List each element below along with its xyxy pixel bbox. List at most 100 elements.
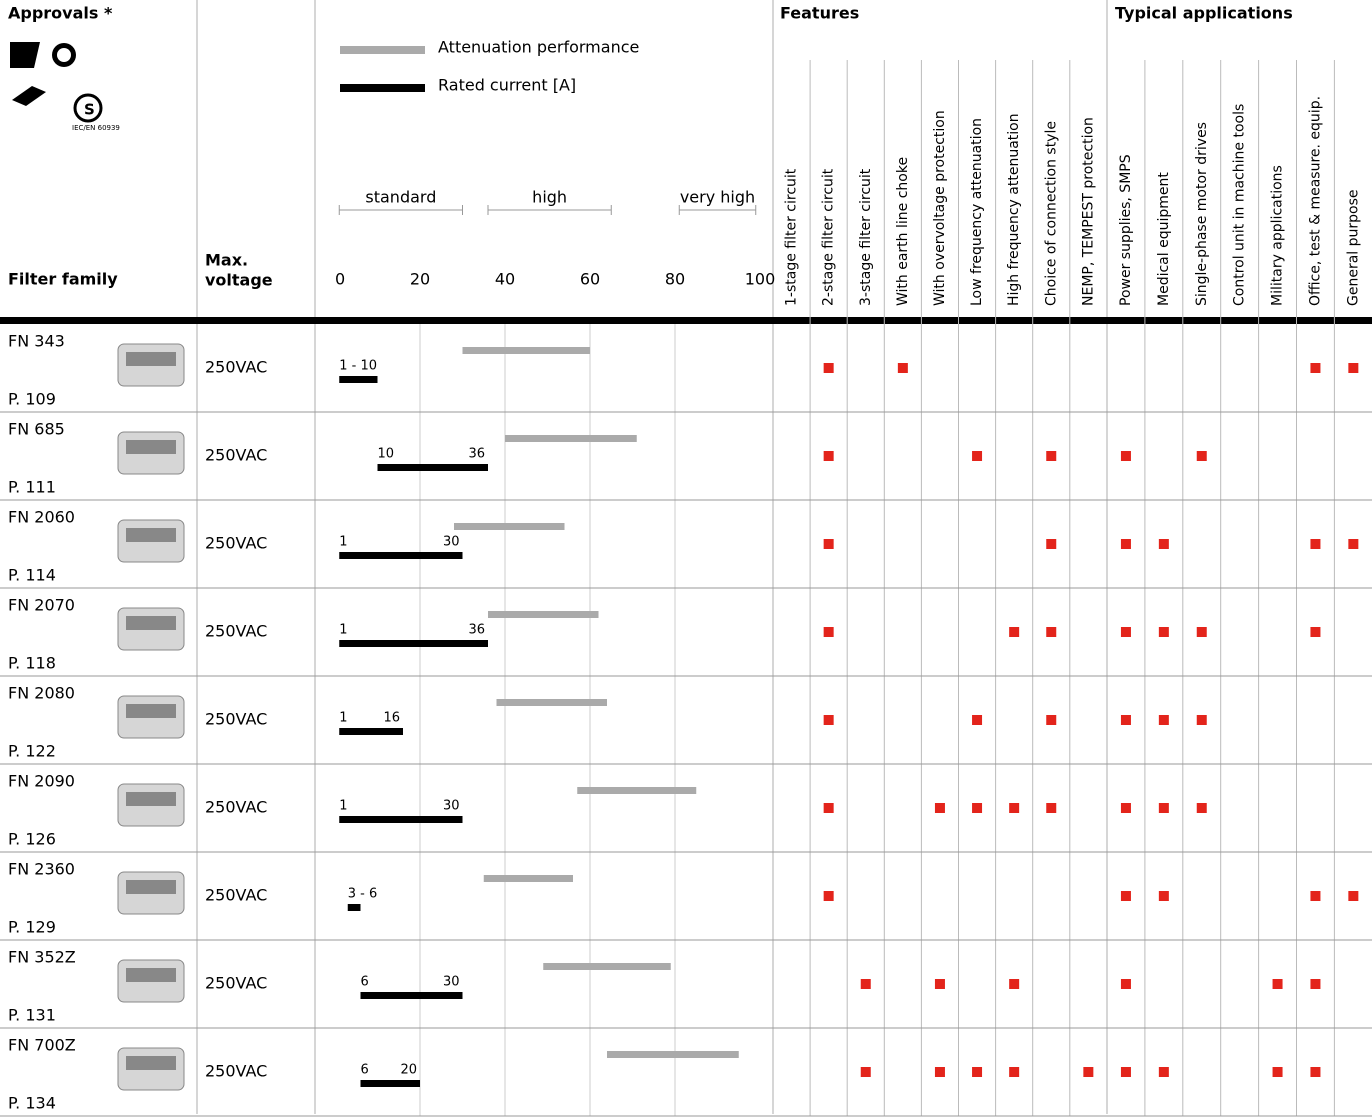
feature-mark [972, 1067, 983, 1077]
product-photo [126, 528, 176, 542]
column-header: High frequency attenuation [1006, 113, 1022, 306]
feature-mark [897, 363, 908, 373]
current-label: 20 [400, 1063, 417, 1078]
feature-mark [1272, 979, 1283, 989]
column-header: NEMP, TEMPEST protection [1080, 117, 1096, 306]
feature-mark [1120, 539, 1131, 549]
feature-mark [823, 891, 834, 901]
current-bar [360, 1080, 420, 1087]
feature-mark [1348, 891, 1359, 901]
current-label: 30 [443, 535, 460, 550]
filter-name: FN 2060 [8, 508, 75, 527]
page-ref: P. 114 [8, 566, 56, 585]
attenuation-bar [607, 1051, 739, 1058]
feature-mark [1009, 1067, 1020, 1077]
feature-mark [1046, 627, 1057, 637]
column-header: Choice of connection style [1043, 121, 1059, 306]
voltage: 250VAC [205, 534, 267, 553]
current-label: 30 [443, 799, 460, 814]
band-label: standard [365, 188, 436, 207]
legend-swatch [340, 84, 425, 92]
feature-mark [823, 539, 834, 549]
current-label: 1 [339, 623, 347, 638]
feature-mark [1310, 627, 1321, 637]
max-voltage-header: Max. [205, 251, 248, 270]
feature-mark [1158, 715, 1169, 725]
x-tick-label: 40 [495, 270, 515, 289]
band-label: high [532, 188, 567, 207]
current-bar [347, 904, 361, 911]
feature-mark [1158, 627, 1169, 637]
applications-header: Typical applications [1115, 4, 1293, 23]
current-label: 30 [443, 975, 460, 990]
page-ref: P. 122 [8, 742, 56, 761]
feature-mark [1158, 1067, 1169, 1077]
feature-mark [934, 1067, 945, 1077]
features-header: Features [780, 4, 859, 23]
current-bar [360, 992, 463, 999]
approval-icons: S [10, 42, 103, 123]
feature-mark [1158, 539, 1169, 549]
feature-mark [1046, 715, 1057, 725]
column-header: Medical equipment [1156, 172, 1172, 306]
current-bar [339, 816, 463, 823]
filter-name: FN 700Z [8, 1036, 76, 1055]
feature-mark [1120, 451, 1131, 461]
feature-mark [934, 803, 945, 813]
column-header: Military applications [1270, 165, 1286, 306]
column-header: With overvoltage protection [932, 110, 948, 306]
current-label: 1 [339, 711, 347, 726]
current-label: 6 [361, 975, 369, 990]
feature-mark [1009, 979, 1020, 989]
column-header: Power supplies, SMPS [1118, 154, 1134, 306]
feature-mark [1120, 627, 1131, 637]
current-label: 1 [339, 535, 347, 550]
current-bar [377, 464, 488, 471]
feature-mark [1009, 803, 1020, 813]
filter-name: FN 2360 [8, 860, 75, 879]
column-header: Single-phase motor drives [1194, 122, 1210, 306]
feature-mark [1196, 715, 1207, 725]
current-label: 6 [361, 1063, 369, 1078]
legend-label: Attenuation performance [438, 38, 639, 57]
column-header: With earth line choke [895, 157, 911, 306]
feature-mark [1310, 363, 1321, 373]
x-tick-label: 80 [665, 270, 685, 289]
x-tick-label: 0 [335, 270, 345, 289]
feature-mark [1310, 979, 1321, 989]
feature-mark [1196, 803, 1207, 813]
voltage: 250VAC [205, 710, 267, 729]
feature-mark [1310, 891, 1321, 901]
x-tick-label: 100 [745, 270, 776, 289]
feature-mark [1272, 1067, 1283, 1077]
attenuation-bar [462, 347, 590, 354]
filter-name: FN 2090 [8, 772, 75, 791]
feature-mark [1196, 627, 1207, 637]
current-label: 10 [378, 447, 395, 462]
column-header: 1-stage filter circuit [784, 168, 800, 306]
column-header: General purpose [1345, 190, 1361, 307]
current-label: 1 [339, 799, 347, 814]
x-tick-label: 20 [410, 270, 430, 289]
current-bar [339, 552, 463, 559]
column-header: 3-stage filter circuit [858, 168, 874, 306]
voltage: 250VAC [205, 1062, 267, 1081]
feature-mark [972, 451, 983, 461]
attenuation-bar [483, 875, 573, 882]
product-photo [126, 616, 176, 630]
band-bracket [487, 205, 612, 215]
page-ref: P. 131 [8, 1006, 56, 1025]
column-header: Control unit in machine tools [1232, 104, 1248, 306]
attenuation-bar [577, 787, 697, 794]
feature-mark [1158, 891, 1169, 901]
feature-mark [1120, 891, 1131, 901]
filter-name: FN 685 [8, 420, 65, 439]
band-label: very high [680, 188, 755, 207]
feature-mark [823, 363, 834, 373]
legend-label: Rated current [A] [438, 76, 576, 95]
column-header: 2-stage filter circuit [821, 168, 837, 306]
svg-text:S: S [84, 101, 95, 119]
voltage: 250VAC [205, 358, 267, 377]
current-label: 1 - 10 [339, 359, 377, 374]
feature-mark [823, 451, 834, 461]
